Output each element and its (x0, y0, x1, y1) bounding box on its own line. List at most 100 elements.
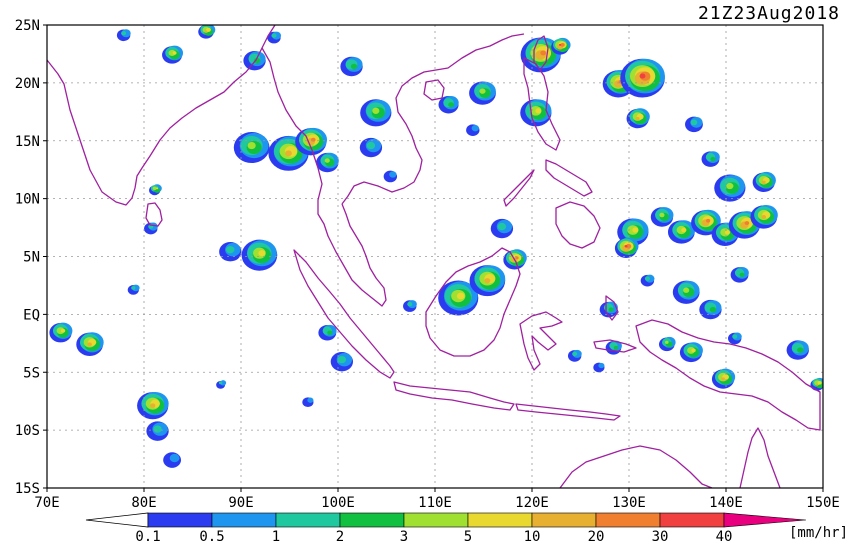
rain-cell (503, 249, 527, 270)
lon-tick-label: 110E (418, 495, 452, 511)
coastline-java (393, 381, 515, 411)
rain-cell (728, 332, 742, 345)
gridlines (47, 25, 823, 488)
colorbar-label: 2 (336, 529, 344, 544)
rain-cell (714, 174, 746, 202)
lat-tick-label: 5N (23, 250, 40, 266)
rain-cell (567, 349, 582, 362)
rain-cell (360, 99, 392, 127)
lon-tick-label: 70E (34, 495, 59, 511)
lon-tick-label: 100E (321, 495, 355, 511)
colorbar-label: 40 (716, 529, 733, 544)
rain-cell (49, 322, 73, 343)
rain-cell (359, 137, 383, 158)
colorbar-segment (211, 512, 277, 528)
rain-cell (219, 242, 242, 262)
coastline-india (47, 25, 276, 206)
coastline-seram (593, 339, 637, 353)
coastline-sumatra (293, 249, 395, 379)
rain-cell (551, 37, 571, 55)
rain-cell (340, 56, 363, 77)
rain-cell (233, 132, 270, 164)
rain-cell (383, 170, 398, 183)
rain-cell (658, 336, 676, 352)
lat-tick-label: 10N (15, 192, 40, 208)
plot-frame (46, 24, 824, 489)
lat-tick-label: 25N (15, 18, 40, 34)
coastline-australia (559, 445, 713, 488)
rain-cell (752, 171, 776, 192)
lon-tick-label: 120E (515, 495, 549, 511)
lat-tick-label: 5S (23, 365, 40, 381)
coastline-lesser-sunda (515, 403, 621, 421)
rain-cell (667, 220, 696, 244)
coastline-mindanao (555, 201, 601, 249)
coastline-new-guinea (635, 319, 821, 431)
rain-cell (137, 391, 169, 420)
rain-cell (679, 342, 703, 363)
rain-cell (701, 151, 720, 167)
rain-cell (163, 452, 182, 468)
colorbar-left-arrow (85, 512, 149, 528)
colorbar-segment (723, 512, 807, 528)
map-timestamp: 21Z23Aug2018 (698, 3, 840, 24)
rain-cell (786, 340, 809, 360)
rain-cell (711, 368, 736, 389)
lon-tick-label: 140E (709, 495, 743, 511)
lat-tick-label: 10S (15, 423, 40, 439)
rain-cell (438, 95, 459, 114)
coastline-sri-lanka (145, 202, 163, 227)
colorbar-label: 10 (524, 529, 541, 544)
colorbar-segment (147, 512, 213, 528)
lat-tick-label: EQ (23, 307, 40, 323)
rain-cell (691, 209, 721, 236)
coastlines (47, 25, 821, 488)
colorbar-label: 0.1 (135, 529, 160, 544)
lat-tick-label: 15S (15, 481, 40, 497)
rain-cell (295, 127, 328, 156)
rain-cell (685, 116, 703, 133)
rain-cell (162, 45, 184, 64)
coastline-borneo (425, 247, 521, 357)
rain-cell (469, 265, 506, 297)
coastline-sulawesi (519, 311, 563, 371)
rain-cell (469, 81, 496, 105)
rain-cell (149, 184, 162, 196)
coastline-halmahera (605, 295, 619, 321)
rain-cell (672, 280, 700, 304)
rain-cell (620, 58, 665, 98)
colorbar: 0.1 0.5 1 2 3 5 10 20 30 40 (85, 512, 807, 544)
colorbar-units: [mm/hr] (789, 525, 848, 541)
coastline-gulf-of-thailand (341, 33, 525, 205)
rain-cell (144, 222, 158, 235)
colorbar-label: 5 (464, 529, 472, 544)
colorbar-segment (275, 512, 341, 528)
rain-cell (466, 124, 480, 136)
rain-cell (318, 324, 337, 341)
lat-tick-label: 15N (15, 134, 40, 150)
rain-cell (198, 25, 216, 39)
rain-cell (699, 299, 722, 320)
rain-cell (127, 284, 140, 295)
coastline-palawan (503, 169, 535, 207)
colorbar-label: 20 (588, 529, 605, 544)
colorbar-label: 30 (652, 529, 669, 544)
rain-cell (241, 239, 278, 271)
rain-cell (490, 218, 514, 239)
rain-cell (302, 397, 314, 408)
rain-cell (605, 340, 622, 355)
colorbar-segment (467, 512, 533, 528)
rain-cell (750, 204, 778, 229)
rain-layer (49, 25, 823, 468)
coastline-cape-york (739, 427, 781, 488)
rain-cell (116, 29, 131, 42)
rain-cell (403, 300, 417, 312)
coastline-taiwan (533, 35, 549, 71)
rain-cell (599, 301, 618, 318)
rain-cell (316, 152, 339, 173)
rain-cell (730, 266, 749, 283)
colorbar-label: 3 (400, 529, 408, 544)
lon-tick-label: 130E (612, 495, 646, 511)
rain-cell (593, 362, 605, 373)
